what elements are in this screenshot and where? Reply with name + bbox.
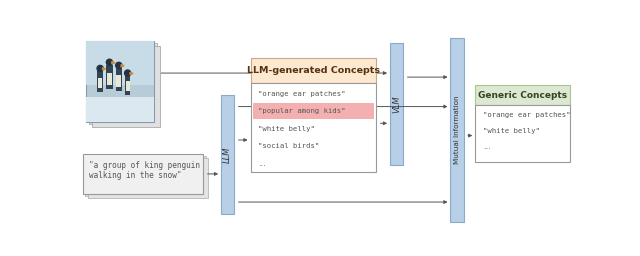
Text: LLM-generated Concepts: LLM-generated Concepts: [247, 66, 380, 75]
Bar: [476, 105, 570, 162]
Circle shape: [106, 59, 113, 65]
Bar: [86, 41, 154, 122]
Circle shape: [116, 62, 122, 68]
Text: VLM: VLM: [392, 95, 401, 113]
Bar: [250, 83, 376, 172]
Bar: [116, 75, 121, 87]
Bar: [97, 71, 103, 92]
Bar: [476, 86, 570, 105]
Bar: [86, 97, 154, 122]
Text: "orange ear patches": "orange ear patches": [259, 91, 346, 97]
Bar: [92, 46, 160, 127]
Text: "orange ear patches": "orange ear patches": [483, 112, 570, 119]
Bar: [83, 154, 204, 194]
Bar: [86, 41, 154, 85]
Bar: [125, 81, 129, 91]
Polygon shape: [102, 68, 106, 70]
Bar: [390, 43, 403, 165]
Bar: [98, 78, 102, 89]
Text: "a group of king penguin
walking in the snow": "a group of king penguin walking in the …: [90, 161, 200, 180]
Bar: [221, 95, 234, 214]
Text: "social birds": "social birds": [259, 143, 319, 149]
Polygon shape: [112, 61, 115, 64]
Text: "white belly": "white belly": [483, 128, 540, 134]
Text: LLM: LLM: [223, 146, 232, 163]
Circle shape: [125, 70, 131, 76]
Bar: [125, 75, 131, 95]
Bar: [116, 68, 122, 91]
Bar: [85, 156, 205, 196]
Text: "white belly": "white belly": [259, 125, 315, 132]
Polygon shape: [130, 72, 133, 74]
Bar: [89, 44, 157, 124]
Bar: [106, 65, 113, 89]
Bar: [250, 58, 376, 83]
Circle shape: [97, 65, 103, 71]
Text: Generic Concepts: Generic Concepts: [478, 91, 567, 100]
Bar: [451, 38, 463, 222]
Text: "popular among kids": "popular among kids": [259, 108, 346, 114]
Text: ...: ...: [259, 159, 266, 168]
Text: Mutual Information: Mutual Information: [454, 96, 460, 164]
Text: ...: ...: [483, 142, 491, 151]
Bar: [107, 73, 112, 86]
Bar: [88, 158, 208, 198]
Bar: [253, 103, 374, 119]
Polygon shape: [121, 65, 124, 67]
